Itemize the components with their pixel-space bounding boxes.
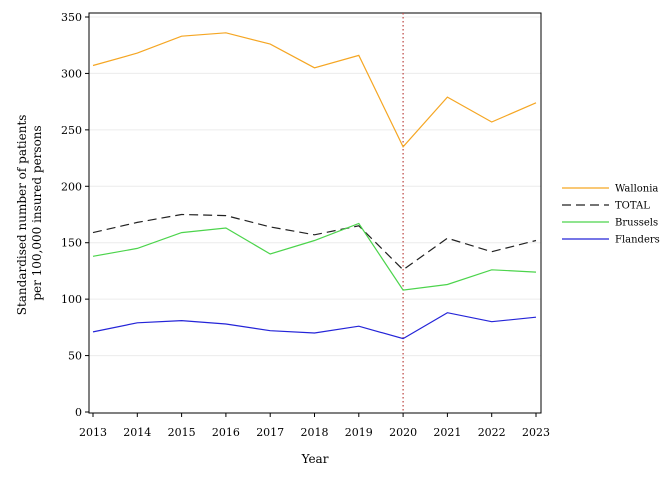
- x-tick-label: 2017: [256, 426, 284, 439]
- x-tick-label: 2019: [345, 426, 373, 439]
- series-line-flanders: [92, 312, 537, 340]
- x-tick-label: 2015: [168, 426, 196, 439]
- x-tick-label: 2014: [123, 426, 151, 439]
- x-axis-title: Year: [301, 452, 329, 466]
- y-tick-label: 250: [61, 124, 82, 137]
- gridlines: [89, 16, 541, 357]
- y-tick-label: 150: [61, 237, 82, 250]
- y-tick-label: 0: [75, 406, 82, 419]
- x-tick-label: 2022: [478, 426, 506, 439]
- legend-label-brussels: Brussels: [615, 218, 658, 229]
- y-tick-label: 50: [68, 350, 82, 363]
- y-tick-label: 350: [61, 11, 82, 24]
- y-tick-label: 200: [61, 180, 82, 193]
- series-line-wallonia: [92, 32, 537, 148]
- x-tick-label: 2018: [301, 426, 329, 439]
- y-axis: 0 50 100 150 200 250 300 350: [61, 11, 89, 419]
- x-tick-label: 2013: [79, 426, 107, 439]
- y-tick-label: 100: [61, 293, 82, 306]
- legend-label-flanders: Flanders: [615, 235, 660, 246]
- x-tick-label: 2020: [389, 426, 417, 439]
- y-axis-title: Standardised number of patients per 100,…: [15, 111, 44, 316]
- y-axis-title-line-1: Standardised number of patients: [15, 115, 29, 316]
- legend: Wallonia TOTAL Brussels Flanders: [562, 184, 660, 246]
- x-tick-label: 2023: [522, 426, 550, 439]
- series-line-brussels: [92, 222, 537, 291]
- x-tick-label: 2021: [433, 426, 461, 439]
- legend-label-wallonia: Wallonia: [615, 184, 658, 195]
- y-axis-title-line-2: per 100,000 insured persons: [30, 125, 44, 300]
- x-tick-label: 2016: [212, 426, 240, 439]
- series-layer: [92, 32, 537, 340]
- series-line-total: [92, 213, 537, 271]
- legend-label-total: TOTAL: [615, 201, 650, 212]
- y-tick-label: 300: [61, 67, 82, 80]
- x-axis: 2013 2014 2015 2016 2017 2018 2019 2020 2021 2022…: [79, 413, 550, 439]
